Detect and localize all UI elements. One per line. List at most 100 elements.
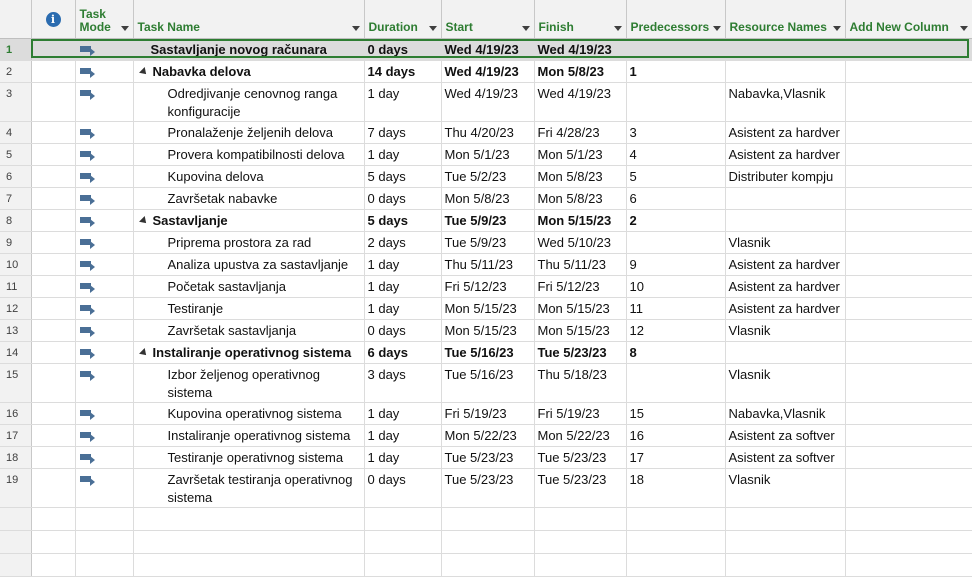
row-id-cell[interactable]: 19 — [0, 468, 32, 508]
resource-names-cell[interactable]: Vlasnik — [725, 231, 846, 254]
start-cell[interactable]: Fri 5/12/23 — [441, 275, 535, 298]
duration-cell[interactable]: 5 days — [364, 165, 442, 188]
start-cell[interactable]: Tue 5/9/23 — [441, 209, 535, 232]
chevron-down-icon[interactable] — [521, 26, 530, 31]
empty-row[interactable] — [0, 530, 972, 554]
start-cell[interactable]: Tue 5/16/23 — [441, 341, 535, 364]
empty-cell[interactable] — [0, 507, 32, 531]
table-row[interactable]: 1 Sastavljanje novog računara 0 days Wed… — [0, 38, 972, 61]
task-mode-cell[interactable] — [75, 60, 134, 83]
add-new-column-cell[interactable] — [845, 121, 972, 144]
table-row[interactable]: 9 Priprema prostora za rad 2 days Tue 5/… — [0, 231, 972, 254]
resource-names-cell[interactable] — [725, 341, 846, 364]
predecessors-cell[interactable]: 12 — [626, 319, 726, 342]
chevron-down-icon[interactable] — [832, 26, 841, 31]
empty-cell[interactable] — [441, 553, 535, 577]
indicators-cell[interactable] — [31, 231, 76, 254]
task-name-cell[interactable]: Pronalaženje željenih delova — [133, 121, 365, 144]
predecessors-cell[interactable]: 18 — [626, 468, 726, 508]
row-id-cell[interactable]: 2 — [0, 60, 32, 83]
task-name-cell[interactable]: Odredjivanje cenovnog ranga konfiguracije — [133, 82, 365, 122]
chevron-down-icon[interactable] — [351, 26, 360, 31]
add-new-column-cell[interactable] — [845, 341, 972, 364]
predecessors-cell[interactable] — [626, 38, 726, 61]
table-row[interactable]: 16 Kupovina operativnog sistema 1 day Fr… — [0, 402, 972, 425]
task-name-column-header[interactable]: Task Name — [133, 0, 365, 39]
row-id-cell[interactable]: 7 — [0, 187, 32, 210]
task-name-cell[interactable]: Provera kompatibilnosti delova — [133, 143, 365, 166]
empty-cell[interactable] — [534, 553, 627, 577]
duration-cell[interactable]: 0 days — [364, 187, 442, 210]
duration-cell[interactable]: 6 days — [364, 341, 442, 364]
predecessors-cell[interactable]: 1 — [626, 60, 726, 83]
resource-names-cell[interactable]: Vlasnik — [725, 468, 846, 508]
duration-cell[interactable]: 14 days — [364, 60, 442, 83]
resource-names-column-header[interactable]: Resource Names — [725, 0, 846, 39]
add-new-column-cell[interactable] — [845, 143, 972, 166]
finish-cell[interactable]: Wed 4/19/23 — [534, 82, 627, 122]
finish-cell[interactable]: Fri 4/28/23 — [534, 121, 627, 144]
empty-row[interactable] — [0, 553, 972, 577]
start-cell[interactable]: Tue 5/9/23 — [441, 231, 535, 254]
task-name-cell[interactable]: Instaliranje operativnog sistema — [133, 341, 365, 364]
row-id-cell[interactable]: 1 — [0, 38, 32, 61]
row-id-cell[interactable]: 16 — [0, 402, 32, 425]
predecessors-cell[interactable] — [626, 82, 726, 122]
empty-cell[interactable] — [534, 507, 627, 531]
indicators-cell[interactable] — [31, 297, 76, 320]
row-id-cell[interactable]: 12 — [0, 297, 32, 320]
row-id-cell[interactable]: 6 — [0, 165, 32, 188]
chevron-down-icon[interactable] — [959, 26, 968, 31]
empty-cell[interactable] — [0, 530, 32, 554]
empty-cell[interactable] — [725, 530, 846, 554]
start-cell[interactable]: Mon 5/15/23 — [441, 319, 535, 342]
task-mode-cell[interactable] — [75, 402, 134, 425]
task-mode-cell[interactable] — [75, 143, 134, 166]
table-row[interactable]: 10 Analiza upustva za sastavljanje 1 day… — [0, 253, 972, 276]
table-row[interactable]: 2 Nabavka delova 14 days Wed 4/19/23 Mon… — [0, 60, 972, 83]
resource-names-cell[interactable]: Nabavka,Vlasnik — [725, 82, 846, 122]
indicators-cell[interactable] — [31, 143, 76, 166]
empty-cell[interactable] — [364, 553, 442, 577]
indicators-cell[interactable] — [31, 253, 76, 276]
task-mode-cell[interactable] — [75, 468, 134, 508]
empty-cell[interactable] — [534, 530, 627, 554]
task-name-cell[interactable]: Sastavljanje novog računara — [133, 38, 365, 61]
table-row[interactable]: 8 Sastavljanje 5 days Tue 5/9/23 Mon 5/1… — [0, 209, 972, 232]
start-column-header[interactable]: Start — [441, 0, 535, 39]
duration-cell[interactable]: 1 day — [364, 297, 442, 320]
duration-cell[interactable]: 2 days — [364, 231, 442, 254]
task-name-cell[interactable]: Završetak testiranja operativnog sistema — [133, 468, 365, 508]
empty-cell[interactable] — [725, 553, 846, 577]
finish-cell[interactable]: Fri 5/19/23 — [534, 402, 627, 425]
duration-cell[interactable]: 0 days — [364, 468, 442, 508]
duration-cell[interactable]: 3 days — [364, 363, 442, 403]
task-mode-cell[interactable] — [75, 275, 134, 298]
table-row[interactable]: 14 Instaliranje operativnog sistema 6 da… — [0, 341, 972, 364]
start-cell[interactable]: Mon 5/8/23 — [441, 187, 535, 210]
indicators-column-header[interactable]: i — [31, 0, 76, 39]
task-name-cell[interactable]: Kupovina delova — [133, 165, 365, 188]
finish-cell[interactable]: Mon 5/15/23 — [534, 319, 627, 342]
chevron-down-icon[interactable] — [120, 26, 129, 31]
row-id-cell[interactable]: 11 — [0, 275, 32, 298]
indicators-cell[interactable] — [31, 121, 76, 144]
predecessors-cell[interactable]: 6 — [626, 187, 726, 210]
resource-names-cell[interactable] — [725, 209, 846, 232]
indicators-cell[interactable] — [31, 275, 76, 298]
start-cell[interactable]: Mon 5/22/23 — [441, 424, 535, 447]
duration-cell[interactable]: 1 day — [364, 82, 442, 122]
select-all-corner[interactable] — [0, 0, 32, 39]
row-id-cell[interactable]: 13 — [0, 319, 32, 342]
predecessors-cell[interactable]: 17 — [626, 446, 726, 469]
indicators-cell[interactable] — [31, 60, 76, 83]
start-cell[interactable]: Wed 4/19/23 — [441, 38, 535, 61]
finish-cell[interactable]: Mon 5/8/23 — [534, 60, 627, 83]
finish-cell[interactable]: Fri 5/12/23 — [534, 275, 627, 298]
empty-cell[interactable] — [31, 530, 76, 554]
empty-cell[interactable] — [845, 530, 972, 554]
task-name-cell[interactable]: Instaliranje operativnog sistema — [133, 424, 365, 447]
task-mode-cell[interactable] — [75, 121, 134, 144]
finish-cell[interactable]: Tue 5/23/23 — [534, 468, 627, 508]
collapse-triangle-icon[interactable] — [138, 215, 149, 226]
